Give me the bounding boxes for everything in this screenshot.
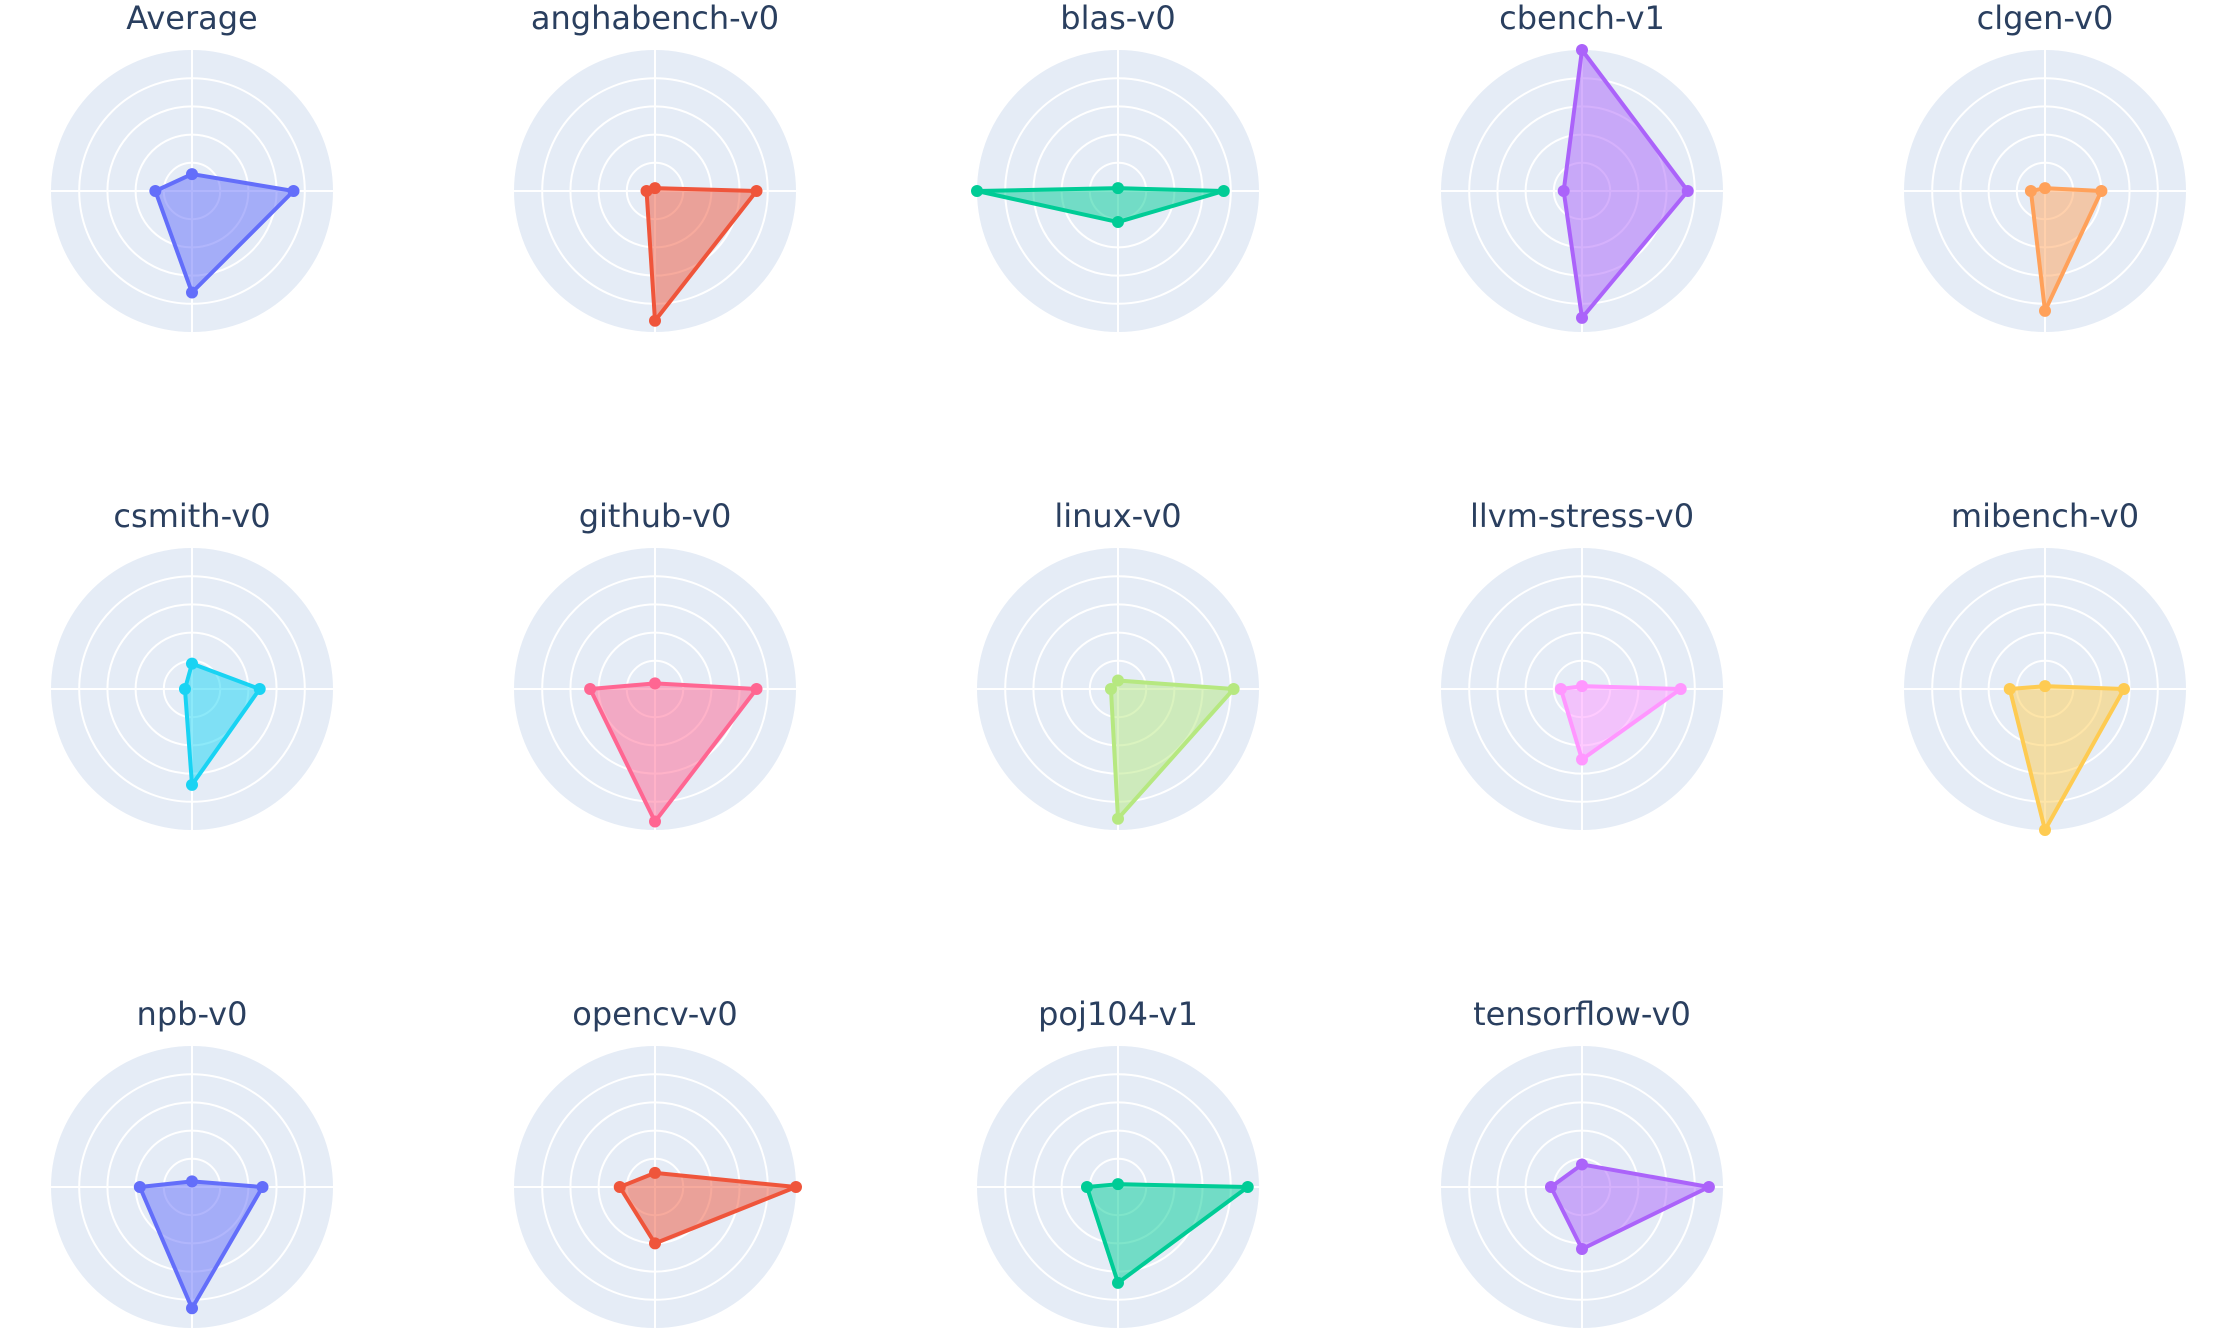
data-point xyxy=(2039,680,2051,693)
data-point xyxy=(186,657,198,670)
data-point xyxy=(1227,683,1240,695)
data-point xyxy=(1241,1181,1254,1193)
subplot-title: clgen-v0 xyxy=(1977,0,2114,37)
radar-subplot: npb-v0 xyxy=(51,995,333,1328)
data-point xyxy=(133,1181,146,1193)
data-point xyxy=(1104,683,1117,695)
data-point xyxy=(649,1166,661,1179)
data-point xyxy=(2024,185,2037,197)
data-point xyxy=(186,778,198,791)
data-point xyxy=(1112,1276,1124,1289)
data-point xyxy=(1557,185,1570,197)
data-point xyxy=(186,286,198,299)
radar-subplot: github-v0 xyxy=(514,497,796,830)
data-point xyxy=(1544,1181,1557,1193)
data-point xyxy=(2039,182,2051,195)
data-point xyxy=(2003,683,2016,695)
data-point xyxy=(186,168,198,181)
data-point xyxy=(1576,311,1588,324)
data-point xyxy=(1112,1178,1124,1191)
data-point xyxy=(1112,182,1124,195)
radar-subplot: blas-v0 xyxy=(971,0,1259,332)
radar-subplot: linux-v0 xyxy=(977,497,1259,830)
data-point xyxy=(649,1237,661,1250)
data-point xyxy=(1576,680,1588,693)
subplot-title: Average xyxy=(126,0,257,37)
data-point xyxy=(1702,1181,1715,1193)
data-point xyxy=(2117,683,2130,695)
subplot-title: csmith-v0 xyxy=(113,497,270,535)
data-point xyxy=(971,185,983,197)
data-point xyxy=(2039,824,2051,836)
data-point xyxy=(186,1302,198,1315)
data-point xyxy=(649,677,661,690)
radar-subplot: llvm-stress-v0 xyxy=(1441,497,1723,830)
data-point xyxy=(253,683,266,695)
data-point xyxy=(149,185,162,197)
data-point xyxy=(1080,1181,1093,1193)
data-point xyxy=(2039,304,2051,317)
data-point xyxy=(649,815,661,828)
data-point xyxy=(649,314,661,327)
radar-subplot: csmith-v0 xyxy=(51,497,333,830)
subplot-title: blas-v0 xyxy=(1060,0,1175,37)
subplot-title: anghabench-v0 xyxy=(531,0,779,37)
data-point xyxy=(640,185,653,197)
radar-subplot: tensorflow-v0 xyxy=(1441,995,1723,1328)
radar-subplot: poj104-v1 xyxy=(977,995,1259,1328)
data-point xyxy=(186,1175,198,1188)
subplot-title: mibench-v0 xyxy=(1951,497,2139,535)
data-point xyxy=(1674,683,1687,695)
subplot-title: npb-v0 xyxy=(137,995,248,1033)
radar-subplot: cbench-v1 xyxy=(1441,0,1723,332)
data-point xyxy=(750,683,763,695)
data-point xyxy=(1112,216,1124,229)
radar-subplot: clgen-v0 xyxy=(1904,0,2186,332)
data-point xyxy=(1576,44,1588,56)
radar-subplot: anghabench-v0 xyxy=(514,0,796,332)
radar-subplot: Average xyxy=(51,0,333,332)
data-point xyxy=(1576,1243,1588,1256)
data-point xyxy=(1112,812,1124,825)
data-point xyxy=(287,185,300,197)
subplot-title: opencv-v0 xyxy=(572,995,738,1033)
data-point xyxy=(1681,185,1694,197)
subplot-title: tensorflow-v0 xyxy=(1473,995,1691,1033)
data-point xyxy=(750,185,763,197)
subplot-title: poj104-v1 xyxy=(1038,995,1198,1033)
data-point xyxy=(790,1181,802,1193)
subplot-title: github-v0 xyxy=(579,497,732,535)
subplot-title: linux-v0 xyxy=(1054,497,1181,535)
radar-subplot: mibench-v0 xyxy=(1904,497,2186,836)
data-point xyxy=(1576,753,1588,766)
subplot-title: cbench-v1 xyxy=(1499,0,1665,37)
data-point xyxy=(1217,185,1230,197)
data-point xyxy=(2095,185,2108,197)
data-point xyxy=(1576,1158,1588,1171)
data-point xyxy=(584,683,597,695)
data-point xyxy=(613,1181,626,1193)
data-point xyxy=(178,683,191,695)
data-point xyxy=(1554,683,1567,695)
data-point xyxy=(256,1181,269,1193)
radar-subplot: opencv-v0 xyxy=(514,995,802,1328)
data-point xyxy=(1112,674,1124,687)
subplot-title: llvm-stress-v0 xyxy=(1470,497,1694,535)
